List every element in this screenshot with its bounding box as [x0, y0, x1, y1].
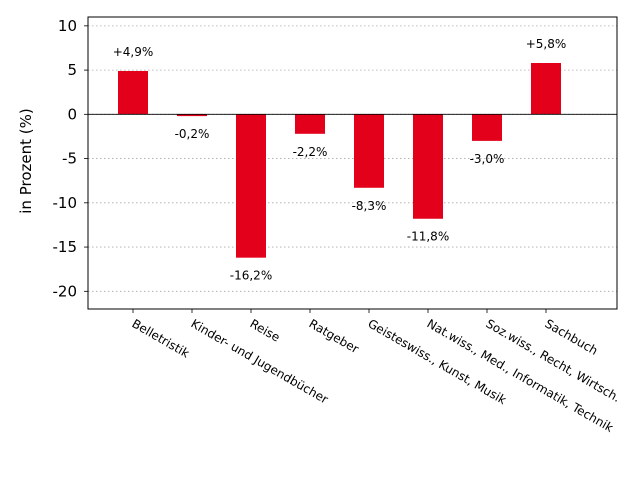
- data-label: -8,3%: [352, 199, 387, 213]
- category-label: Belletristik: [130, 316, 192, 360]
- data-label: -3,0%: [470, 152, 505, 166]
- bar: [354, 114, 384, 188]
- y-tick-label: -5: [62, 150, 77, 168]
- y-tick-label: 10: [58, 17, 77, 35]
- y-axis-ticks: 10 5 0 -5 -10 -15 -20: [53, 17, 88, 300]
- y-tick-label: -15: [53, 238, 78, 256]
- y-axis-title: in Prozent (%): [17, 108, 35, 213]
- plot-frame: [87, 16, 618, 310]
- y-tick-label: 0: [67, 105, 77, 123]
- data-labels: +4,9% -0,2% -16,2% -2,2% -8,3% -11,8% -3,0% +5,…: [113, 37, 567, 283]
- data-label: +5,8%: [526, 37, 567, 51]
- data-label: -16,2%: [230, 269, 272, 283]
- y-tick-label: -10: [53, 194, 78, 212]
- bar: [531, 63, 561, 115]
- bar: [413, 114, 443, 219]
- bar: [177, 114, 207, 117]
- data-label: +4,9%: [113, 45, 154, 59]
- data-label: -2,2%: [293, 145, 328, 159]
- data-label: -0,2%: [175, 127, 210, 141]
- bar: [295, 114, 325, 134]
- bar-layer: [118, 63, 561, 258]
- bar: [118, 70, 148, 115]
- y-tick-label: 5: [67, 61, 77, 79]
- bar: [236, 114, 266, 258]
- data-label: -11,8%: [407, 230, 449, 244]
- category-label: Ratgeber: [307, 316, 362, 356]
- bar: [472, 114, 502, 141]
- y-tick-label: -20: [53, 282, 78, 300]
- category-label: Reise: [248, 316, 283, 344]
